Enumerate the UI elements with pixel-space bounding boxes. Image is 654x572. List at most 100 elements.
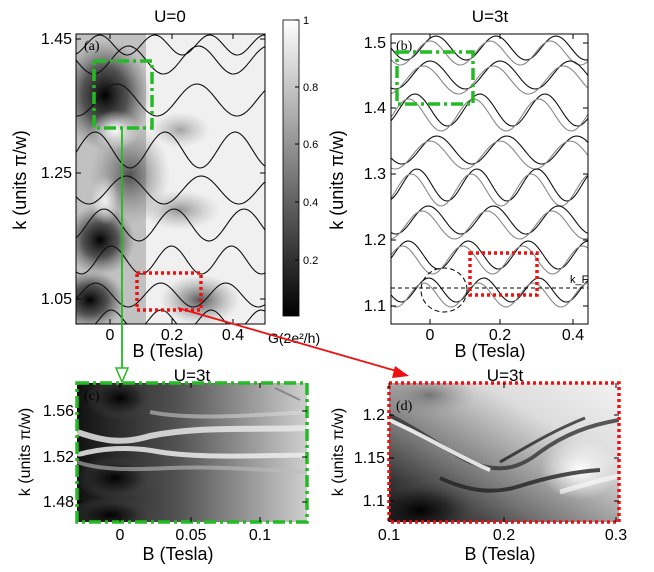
panel-b-kF-label: k_F — [570, 274, 589, 286]
panel-b-xtick-2: 0.2 — [489, 327, 511, 344]
panel-d-ytick-115: 1.15 — [354, 450, 385, 467]
panel-b-ticks — [391, 34, 588, 324]
panel-d-ytick-11: 1.1 — [363, 493, 385, 510]
red-arrow-line — [177, 307, 401, 373]
panel-c-x-ticklabels: 0 0.05 0.1 — [116, 527, 272, 544]
panel-a-xtick-1: 0 — [106, 327, 115, 344]
panel-c-label: (c) — [84, 389, 100, 404]
colorbar-tick-1: 1 — [303, 15, 309, 27]
panel-a-green-box — [92, 59, 154, 130]
panel-b-band-gray-6 — [391, 210, 588, 240]
panel-d-xtick-3: 0.3 — [605, 527, 627, 544]
colorbar-tick-08: 0.8 — [303, 82, 318, 94]
panel-d-heatmap — [389, 383, 619, 522]
panel-a-ytick-2: 1.25 — [41, 165, 72, 182]
panel-b-xlabel: B (Tesla) — [454, 341, 525, 361]
panel-b-band-dark-7 — [391, 240, 588, 270]
panel-b-frame — [390, 33, 589, 325]
panel-d-title: U=3t — [487, 366, 524, 385]
panel-c-xtick-2: 0.05 — [175, 527, 206, 544]
panel-a-band-9 — [76, 309, 265, 324]
panel-a-x-ticklabels: 0 0.2 0.4 — [106, 327, 245, 344]
panel-b-circle — [420, 267, 468, 313]
panel-b-band-gray-3 — [391, 98, 588, 132]
panel-d-x-ticklabels: 0.1 0.2 0.3 — [378, 527, 627, 544]
panel-a-frame — [75, 33, 266, 325]
arrows — [114, 128, 409, 384]
panel-b-band-gray-7 — [391, 245, 588, 275]
panel-a-label: (a) — [84, 39, 100, 54]
colorbar-gradient — [282, 19, 300, 317]
panel-d: U=3t (d) 1.2 1.15 1.1 0.1 0.2 0.3 B (Tes… — [330, 366, 627, 564]
panel-a-ytick-3: 1.05 — [41, 291, 72, 308]
panel-b-ytick-14: 1.4 — [364, 100, 386, 117]
panel-c-y-ticklabels: 1.56 1.52 1.48 — [43, 403, 74, 511]
panel-a-xtick-3: 0.4 — [222, 327, 244, 344]
panel-a-red-box — [135, 271, 203, 312]
panel-a-band-5 — [76, 208, 265, 242]
panel-b-ytick-15: 1.5 — [364, 35, 386, 52]
panel-b-band-gray-2 — [391, 65, 588, 95]
panel-d-ylabel: k (units π/w) — [330, 408, 347, 496]
panel-b-band-gray-8 — [391, 282, 588, 308]
panel-b-xtick-3: 0.4 — [562, 327, 584, 344]
panel-a-xlabel: B (Tesla) — [132, 341, 203, 361]
panel-d-xtick-2: 0.2 — [493, 527, 515, 544]
panel-b-ytick-13: 1.3 — [364, 166, 386, 183]
panel-c-ylabel: k (units π/w) — [17, 408, 34, 496]
panel-c: U=3t (c) 1.56 1.52 1.48 0 0.05 0.1 B (Te… — [17, 366, 309, 564]
panel-c-title: U=3t — [174, 366, 211, 385]
panel-a-band-2 — [76, 83, 265, 117]
panel-c-heatmap — [77, 383, 307, 522]
colorbar-label: G(2e²/h) — [268, 330, 320, 346]
panel-d-label: (d) — [396, 399, 413, 414]
panel-a-y-ticklabels: 1.45 1.25 1.05 — [41, 31, 72, 308]
panel-a-band-6 — [76, 245, 265, 275]
panel-a-band-1 — [76, 45, 265, 75]
panel-b-band-dark-1 — [391, 35, 588, 61]
colorbar-tick-06: 0.6 — [303, 139, 318, 151]
panel-a-band-7 — [76, 282, 265, 308]
panel-d-y-ticklabels: 1.2 1.15 1.1 — [354, 407, 385, 510]
panel-c-xtick-3: 0.1 — [249, 527, 271, 544]
panel-b-ylabel: k (units π/w) — [327, 130, 347, 229]
panel-b-x-ticklabels: 0 0.2 0.4 — [426, 327, 585, 344]
panel-b-plot — [391, 34, 588, 324]
panel-a-xtick-2: 0.2 — [161, 327, 183, 344]
panel-b-title: U=3t — [472, 7, 509, 26]
panel-b-y-ticklabels: 1.5 1.4 1.3 1.2 1.1 — [364, 35, 386, 315]
panel-c-ytick-152: 1.52 — [43, 449, 74, 466]
panel-d-ytick-12: 1.2 — [363, 407, 385, 424]
panel-b: U=3t (b) k_F 1.5 1.4 1.3 1.2 1.1 0 0.2 0… — [327, 7, 589, 361]
colorbar: 1 0.8 0.6 0.4 0.2 G(2e²/h) — [268, 15, 320, 346]
panel-c-ytick-156: 1.56 — [43, 403, 74, 420]
panel-b-band-dark-5 — [391, 168, 588, 202]
panel-a: U=0 (a) 1.45 1.25 1.05 0 0.2 0. — [10, 7, 320, 361]
panel-c-frame — [75, 381, 309, 524]
panel-b-xtick-1: 0 — [426, 327, 435, 344]
panel-d-ticks — [388, 383, 619, 522]
panel-b-band-gray-4 — [391, 140, 588, 170]
panel-a-heatmap — [76, 34, 265, 324]
panel-b-green-box — [395, 50, 475, 106]
panel-b-band-dark-4 — [391, 135, 588, 165]
panel-b-band-dark-3 — [391, 93, 588, 127]
panel-a-ytick-1: 1.45 — [41, 31, 72, 48]
panel-b-band-dark-6 — [391, 205, 588, 235]
panel-a-ylabel: k (units π/w) — [10, 130, 30, 229]
panel-c-ytick-148: 1.48 — [43, 494, 74, 511]
red-arrow-head — [392, 366, 409, 378]
panel-a-band-8 — [76, 34, 265, 56]
panel-c-xtick-1: 0 — [116, 527, 125, 544]
panel-d-xtick-1: 0.1 — [378, 527, 400, 544]
panel-a-band-4 — [76, 175, 265, 205]
panel-b-ytick-12: 1.2 — [364, 232, 386, 249]
green-arrow-head — [114, 367, 130, 384]
colorbar-tick-04: 0.4 — [303, 197, 318, 209]
panel-b-band-gray-5 — [391, 173, 588, 207]
panel-c-xlabel: B (Tesla) — [142, 544, 213, 564]
panel-c-ticks — [77, 383, 307, 522]
panel-b-ytick-11: 1.1 — [364, 298, 386, 315]
panel-b-band-gray-1 — [391, 40, 588, 66]
